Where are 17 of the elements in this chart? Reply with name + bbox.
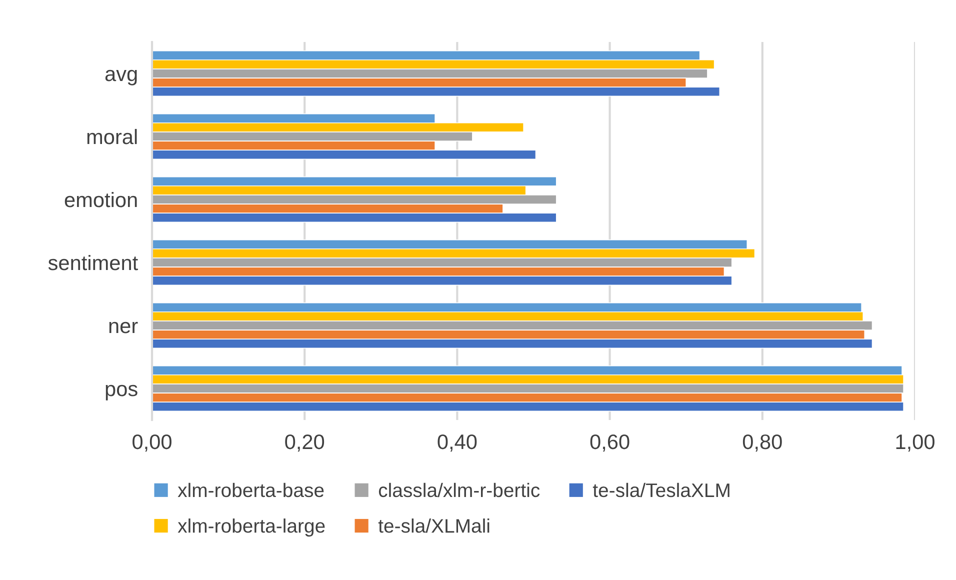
x-tick-label: 0,00 <box>132 434 172 452</box>
legend-label: xlm-roberta-large <box>178 518 325 537</box>
y-tick-label: pos <box>106 384 138 400</box>
y-tick-label: moral <box>87 128 137 144</box>
legend-label: xlm-roberta-base <box>178 482 324 498</box>
x-tick-label: 0,80 <box>742 434 782 452</box>
x-tick-label: 0,40 <box>438 434 477 452</box>
y-tick-label: avg <box>105 70 137 86</box>
y-tick-label: sentiment <box>48 254 138 270</box>
y-tick-label: emotion <box>64 192 137 208</box>
y-tick-label: ner <box>109 322 138 334</box>
x-tick-label: 0,60 <box>590 434 630 452</box>
x-tick-label: 0,20 <box>285 434 324 452</box>
legend-label: classla/xlm-r-bertic <box>378 482 540 498</box>
x-tick-label: 1,00 <box>896 434 934 452</box>
legend-label: te-sla/XLMali <box>378 518 490 533</box>
legend-label: te-sla/TeslaXLM <box>592 482 730 498</box>
